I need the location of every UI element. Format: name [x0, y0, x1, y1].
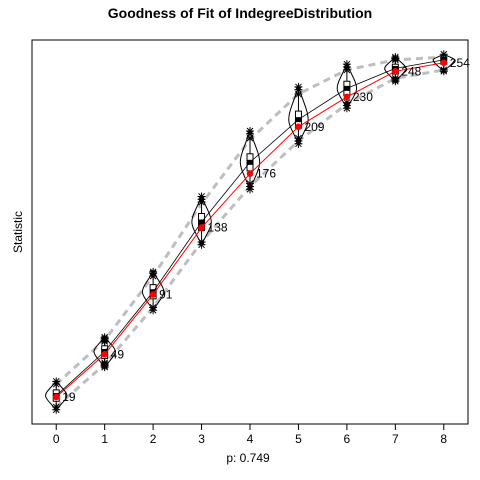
outlier-1-7	[100, 333, 109, 342]
y-axis-label: Statistic	[11, 211, 25, 253]
plot-frame	[31, 39, 469, 425]
x-axis-label: p: 0.749	[226, 451, 270, 465]
chart-title: Goodness of Fit of IndegreeDistribution	[108, 5, 372, 21]
outlier-4-2	[246, 179, 254, 188]
x-tick-label-7: 7	[392, 432, 399, 446]
x-tick-label-2: 2	[150, 432, 157, 446]
series-simulated-mean	[55, 59, 444, 396]
outlier-6-5	[342, 60, 351, 69]
data-label-1: 49	[111, 347, 125, 361]
outlier-7-2	[391, 74, 400, 83]
x-tick-label-0: 0	[53, 432, 60, 446]
outlier-4-5	[246, 127, 254, 136]
observed-point-3	[198, 224, 205, 232]
observed-point-5	[295, 123, 302, 131]
outlier-6-2	[342, 98, 351, 107]
data-label-8: 254	[450, 56, 470, 70]
outlier-3-4	[197, 192, 206, 201]
outlier-8-2	[439, 50, 448, 59]
data-label-5: 209	[304, 120, 324, 134]
x-tick-label-5: 5	[295, 432, 302, 446]
x-tick-label-4: 4	[247, 432, 254, 446]
data-label-2: 91	[159, 288, 173, 302]
data-label-4: 176	[256, 167, 276, 181]
outlier-8-1	[439, 65, 448, 74]
observed-point-8	[440, 59, 448, 67]
x-axis: 0 1 2 3 4 5 6 7 8	[53, 424, 447, 446]
x-tick-label-6: 6	[344, 432, 351, 446]
data-label-7: 248	[401, 64, 421, 78]
outlier-1-3	[100, 358, 109, 367]
series-simulated-upper	[55, 55, 444, 386]
plot-area: 19 49 91 138 176 209 230 248 254	[45, 50, 470, 414]
x-tick-label-1: 1	[101, 432, 108, 446]
x-tick-label-8: 8	[440, 432, 447, 446]
observed-point-1	[101, 351, 108, 358]
data-label-6: 230	[353, 90, 373, 104]
outlier-2-1	[149, 303, 158, 312]
observed-point-4	[246, 170, 254, 177]
outlier-0-1	[52, 402, 61, 411]
data-label-3: 138	[208, 221, 228, 235]
outlier-7-5	[391, 53, 400, 62]
outlier-0-3	[52, 377, 61, 386]
observed-point-6	[343, 93, 351, 101]
outlier-2-4	[149, 267, 158, 276]
observed-point-0	[52, 393, 60, 401]
outlier-4-3	[246, 134, 254, 143]
observed-point-2	[149, 291, 157, 298]
outlier-5-2	[294, 134, 303, 143]
outlier-5-5	[294, 82, 303, 91]
outlier-3-1	[197, 237, 206, 246]
outlier-5-3	[294, 90, 303, 99]
data-label-0: 19	[62, 390, 76, 404]
x-tick-label-3: 3	[198, 432, 205, 446]
observed-point-7	[392, 67, 399, 75]
